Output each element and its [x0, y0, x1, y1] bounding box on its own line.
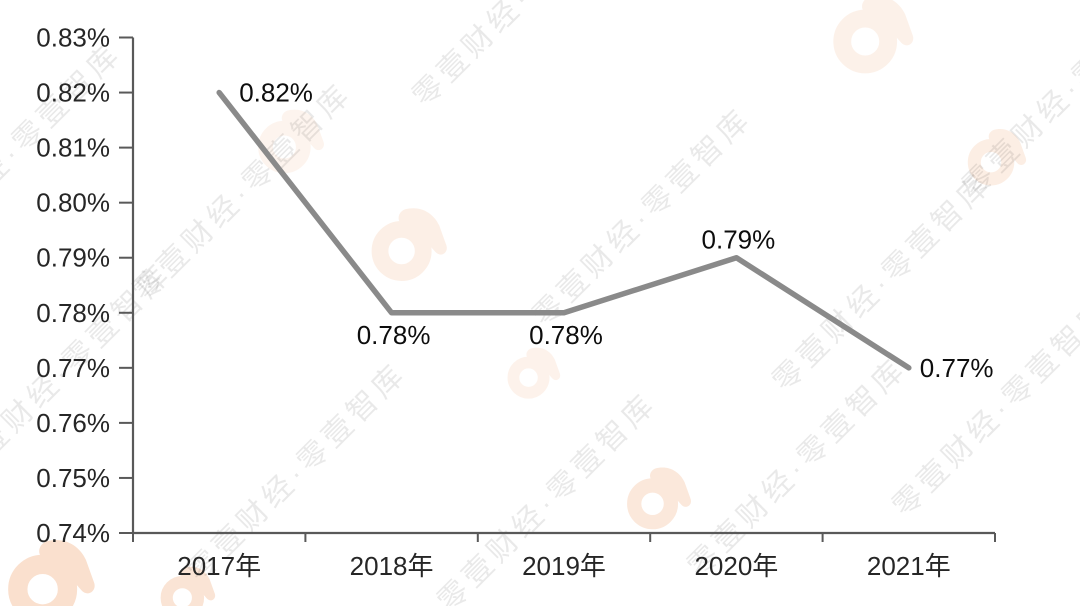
y-tick-label: 0.76% [36, 408, 110, 438]
axis-labels: 0.83% 0.82% 0.81% 0.80% 0.79% 0.78% 0.77% 0.76%… [36, 23, 950, 582]
axes [119, 36, 996, 542]
data-point-label: 0.77% [920, 353, 994, 383]
x-tick-label: 2021年 [867, 551, 951, 581]
y-tick-label: 0.77% [36, 353, 110, 383]
y-tick-label: 0.81% [36, 133, 110, 163]
data-point-label: 0.82% [239, 78, 313, 108]
x-tick-label: 2018年 [350, 551, 434, 581]
y-tick-label: 0.74% [36, 518, 110, 548]
y-tick-label: 0.79% [36, 243, 110, 273]
y-tick-label: 0.82% [36, 78, 110, 108]
series: 0.82% 0.78% 0.78% 0.79% 0.77% [216, 78, 994, 383]
x-tick-label: 2019年 [522, 551, 606, 581]
data-point-label: 0.78% [529, 320, 603, 350]
x-tick-label: 2020年 [694, 551, 778, 581]
y-tick-label: 0.75% [36, 463, 110, 493]
y-tick-label: 0.78% [36, 298, 110, 328]
data-point-label: 0.78% [357, 320, 431, 350]
data-point-label: 0.79% [702, 225, 776, 255]
x-tick-label: 2017年 [177, 551, 261, 581]
data-line [216, 89, 912, 371]
y-tick-label: 0.83% [36, 23, 110, 53]
y-tick-label: 0.80% [36, 188, 110, 218]
